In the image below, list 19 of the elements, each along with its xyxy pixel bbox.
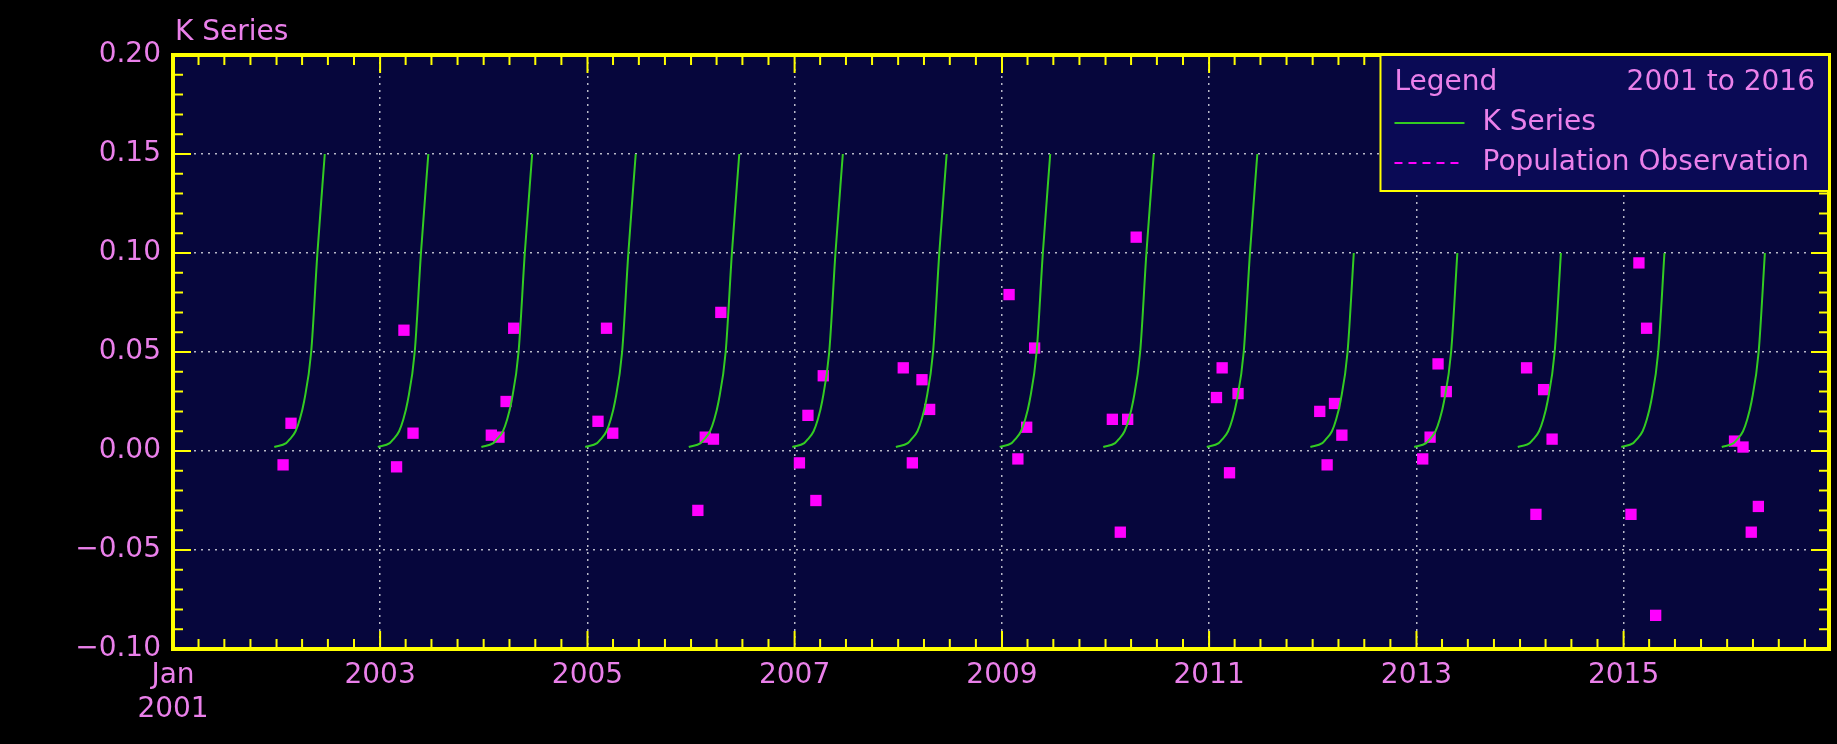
y-tick-label: 0.10 [98, 234, 161, 268]
x-tick-label: 2011 [1173, 657, 1245, 691]
x-tick-label: 2013 [1380, 657, 1453, 691]
x-tick-label: 2015 [1587, 657, 1660, 691]
y-tick-label: 0.15 [98, 135, 161, 169]
y-tick-label: 0.00 [98, 432, 161, 466]
annotation: 2001 to 2016 [1626, 64, 1815, 98]
y-tick-label: −0.05 [75, 531, 161, 565]
y-axis-title: K Series [175, 14, 289, 48]
x-tick-label: Jan 2001 [137, 657, 209, 724]
x-tick-label: 2009 [966, 657, 1038, 691]
x-tick-label: 2007 [758, 657, 831, 691]
y-tick-label: 0.20 [98, 36, 161, 70]
legend-title: Legend [1394, 64, 1498, 98]
x-tick-label: 2005 [551, 657, 624, 691]
legend-label: K Series [1482, 104, 1596, 138]
legend-label: Population Observation [1482, 144, 1809, 178]
x-tick-label: 2003 [344, 657, 416, 691]
y-tick-label: 0.05 [98, 333, 161, 367]
